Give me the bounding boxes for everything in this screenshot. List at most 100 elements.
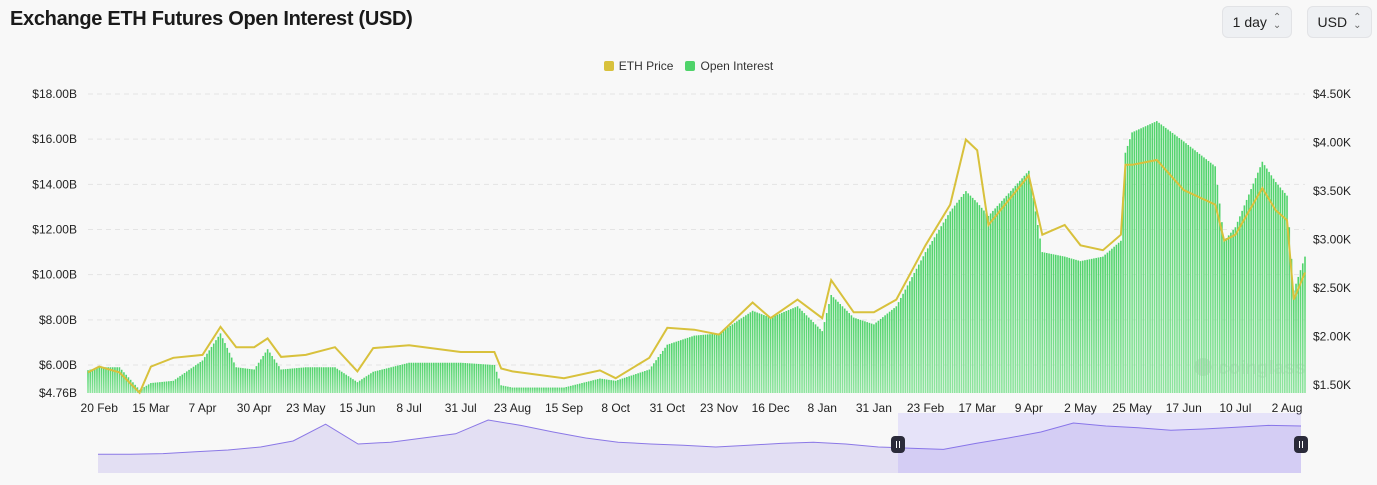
- open-interest-bar: [875, 322, 877, 393]
- open-interest-bar: [293, 368, 296, 393]
- open-interest-bar: [313, 367, 316, 393]
- open-interest-bar: [1196, 152, 1199, 393]
- open-interest-bar: [994, 208, 996, 393]
- open-interest-bar: [673, 342, 675, 393]
- x-tick-label: 31 Oct: [650, 401, 686, 415]
- open-interest-bar: [468, 363, 471, 393]
- open-interest-bar: [816, 326, 819, 393]
- open-interest-bar: [471, 363, 473, 393]
- open-interest-bar: [1084, 260, 1086, 393]
- open-interest-bar: [1279, 187, 1282, 393]
- open-interest-bar: [545, 387, 547, 393]
- open-interest-bar: [962, 194, 965, 393]
- open-interest-bar: [551, 387, 554, 393]
- legend-item-eth-price[interactable]: ETH Price: [603, 59, 674, 73]
- open-interest-bar: [1167, 129, 1169, 393]
- legend-label: Open Interest: [700, 59, 774, 73]
- open-interest-bar: [554, 387, 556, 393]
- open-interest-bar: [271, 355, 273, 393]
- y-left-tick-label: $18.00B: [32, 87, 77, 101]
- open-interest-bar: [1075, 259, 1077, 393]
- navigator-selection[interactable]: [897, 413, 1301, 473]
- open-interest-bar: [935, 233, 938, 393]
- legend-label: ETH Price: [618, 59, 674, 73]
- open-interest-bar: [697, 335, 700, 393]
- open-interest-bar: [352, 379, 354, 393]
- open-interest-bar: [87, 370, 89, 393]
- navigator-handle-left[interactable]: [890, 436, 905, 453]
- open-interest-bar: [560, 387, 563, 393]
- open-interest-bar: [756, 312, 758, 393]
- open-interest-bar: [381, 369, 383, 393]
- open-interest-bar: [98, 367, 101, 393]
- x-tick-label: 25 May: [1112, 401, 1151, 415]
- open-interest-bar: [1230, 232, 1232, 393]
- x-tick-label: 20 Feb: [81, 401, 119, 415]
- open-interest-bar: [482, 364, 484, 393]
- open-interest-bar: [902, 293, 904, 393]
- range-navigator[interactable]: [98, 413, 1308, 473]
- open-interest-bar: [702, 334, 705, 393]
- open-interest-bar: [208, 350, 211, 393]
- open-interest-bar: [192, 366, 195, 393]
- open-interest-bar: [194, 365, 197, 393]
- open-interest-bar: [1070, 258, 1073, 393]
- open-interest-bar: [1266, 168, 1268, 393]
- open-interest-bar: [1180, 139, 1183, 393]
- open-interest-bar: [1214, 166, 1216, 393]
- open-interest-bar: [983, 210, 985, 393]
- open-interest-bar: [668, 343, 671, 393]
- open-interest-bar: [141, 388, 143, 393]
- open-interest-bar: [1003, 198, 1005, 393]
- open-interest-bar: [477, 363, 480, 393]
- open-interest-bar: [1019, 180, 1021, 393]
- open-interest-bar: [518, 387, 520, 393]
- open-interest-bar: [933, 237, 936, 393]
- open-interest-bar: [1115, 244, 1118, 393]
- open-interest-bar: [992, 210, 994, 393]
- open-interest-bar: [787, 310, 790, 393]
- y-right-tick-label: $4.00K: [1313, 136, 1351, 150]
- open-interest-bar: [965, 191, 967, 393]
- open-interest-bar: [435, 362, 437, 393]
- x-axis-ticks: 20 Feb 15 Mar 7 Apr 30 Apr 23 May 15 Jun 8 Jul…: [81, 401, 1303, 415]
- open-interest-bar: [639, 372, 642, 393]
- open-interest-bar: [920, 260, 922, 393]
- open-interest-bar: [614, 380, 617, 393]
- open-interest-bar: [1010, 190, 1012, 393]
- open-interest-bar: [834, 299, 837, 393]
- legend-item-open-interest[interactable]: Open Interest: [685, 59, 773, 73]
- interval-select[interactable]: 1 day ⌃ ⌄: [1222, 6, 1292, 38]
- y-left-tick-label: $14.00B: [32, 177, 77, 191]
- open-interest-bar: [967, 193, 969, 393]
- open-interest-bar: [424, 362, 426, 393]
- open-interest-bar: [246, 368, 249, 393]
- open-interest-bar: [590, 380, 592, 393]
- chevron-up-down-icon: ⌃ ⌄: [1353, 12, 1362, 31]
- open-interest-bar: [891, 309, 893, 393]
- currency-select[interactable]: USD ⌃ ⌄: [1307, 6, 1372, 38]
- open-interest-bar: [906, 285, 909, 393]
- open-interest-bar: [578, 383, 581, 393]
- currency-value: USD: [1317, 14, 1348, 30]
- x-tick-label: 23 Nov: [700, 401, 738, 415]
- open-interest-bar: [143, 387, 145, 393]
- open-interest-bar: [1048, 253, 1050, 393]
- open-interest-bar: [859, 319, 862, 393]
- open-interest-bar: [331, 367, 334, 393]
- open-interest-bar: [309, 367, 312, 393]
- x-tick-label: 8 Jul: [396, 401, 421, 415]
- open-interest-bar: [1030, 184, 1032, 393]
- navigator-handle-right[interactable]: [1294, 436, 1308, 453]
- open-interest-bar: [635, 374, 637, 393]
- open-interest-bar: [610, 380, 612, 393]
- open-interest-bar: [1288, 227, 1291, 393]
- open-interest-bar: [956, 202, 958, 393]
- open-interest-bar: [745, 315, 747, 393]
- open-interest-bar: [1203, 157, 1205, 393]
- open-interest-bar: [318, 367, 321, 393]
- open-interest-bar: [989, 213, 992, 393]
- open-interest-bar: [1232, 229, 1234, 393]
- open-interest-bar: [605, 379, 608, 393]
- open-interest-bar: [291, 368, 294, 393]
